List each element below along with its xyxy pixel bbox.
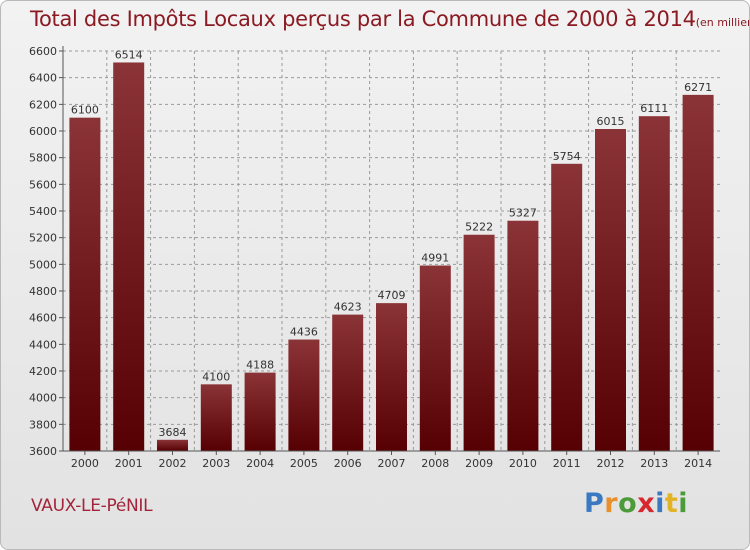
x-tick-label: 2009 [465,457,493,470]
x-tick-label: 2004 [246,457,274,470]
x-tick-label: 2010 [509,457,537,470]
x-tick-label: 2007 [378,457,406,470]
y-tick-label: 6000 [29,125,57,138]
logo-letter: t [664,488,679,519]
x-tick-label: 2008 [421,457,449,470]
bar-2012 [595,129,626,451]
bars: 6100 6514 3684 4100 4188 4436 4623 4709 4991 5222… [69,48,714,452]
y-tick-label: 4200 [29,365,57,378]
value-label-2013: 6111 [640,102,668,115]
y-tick-label: 4600 [29,312,57,325]
value-label-2008: 4991 [421,252,449,265]
y-tick-label: 4000 [29,392,57,405]
value-label-2009: 5222 [465,221,493,234]
y-tick-label: 6400 [29,72,57,85]
bar-2010 [507,220,539,451]
y-tick-label: 6600 [29,45,57,58]
logo-letter: o [618,488,638,519]
y-tick-label: 4400 [29,338,57,351]
bar-2014 [682,94,714,451]
x-tick-label: 2002 [159,457,187,470]
value-label-2004: 4188 [246,359,274,372]
value-label-2010: 5327 [509,207,537,220]
x-tick-label: 2014 [684,457,712,470]
x-tick-label: 2013 [640,457,668,470]
y-tick-label: 5400 [29,205,57,218]
chart-title: Total des Impôts Locaux perçus par la Co… [30,7,749,31]
logo-letter: i [678,488,689,519]
y-tick-label: 4800 [29,285,57,298]
unit-note: (en milliers d'€) [695,16,749,29]
y-tick-label: 3800 [29,418,57,431]
x-tick-label: 2005 [290,457,318,470]
y-tick-label: 5600 [29,178,57,191]
bar-2001 [113,62,145,451]
axes: 3600 3800 4000 4200 4400 4600 4800 5000 5200 5400… [29,45,720,470]
x-tick-label: 2011 [553,457,581,470]
value-label-2011: 5754 [553,150,581,163]
logo-letter: P [584,488,605,519]
value-label-2012: 6015 [597,115,625,128]
bar-2000 [69,117,101,452]
value-label-2001: 6514 [115,48,143,61]
value-label-2005: 4436 [290,326,318,339]
y-tick-label: 5000 [29,258,57,271]
bar-2004 [244,372,276,451]
bar-2002 [157,439,188,451]
value-label-2006: 4623 [334,301,362,314]
bar-2009 [463,234,495,451]
y-tick-label: 5200 [29,232,57,245]
value-label-2000: 6100 [71,104,99,117]
y-tick-label: 6200 [29,98,57,111]
x-tick-label: 2003 [202,457,230,470]
bar-2006 [332,314,364,451]
x-tick-label: 2000 [71,457,99,470]
proxiti-logo[interactable]: Proxiti [584,488,688,519]
bar-2008 [419,265,451,451]
bar-2005 [288,339,320,451]
y-tick-label: 3600 [29,445,57,458]
bar-2007 [376,303,407,451]
value-label-2007: 4709 [378,289,406,302]
chart-title-text: Total des Impôts Locaux perçus par la Co… [30,7,696,31]
bar-2013 [638,116,670,451]
logo-letter: r [604,488,619,519]
logo-letter: i [655,488,665,519]
value-label-2002: 3684 [159,426,187,439]
x-tick-label: 2006 [334,457,362,470]
x-tick-label: 2001 [115,457,143,470]
value-label-2014: 6271 [684,81,712,94]
bar-2011 [551,163,583,452]
logo-letter: x [637,488,656,519]
x-tick-label: 2012 [597,457,625,470]
y-tick-label: 5800 [29,152,57,165]
bar-2003 [200,384,232,451]
commune-name: VAUX-LE-PéNIL [31,496,153,516]
value-label-2003: 4100 [202,370,230,383]
